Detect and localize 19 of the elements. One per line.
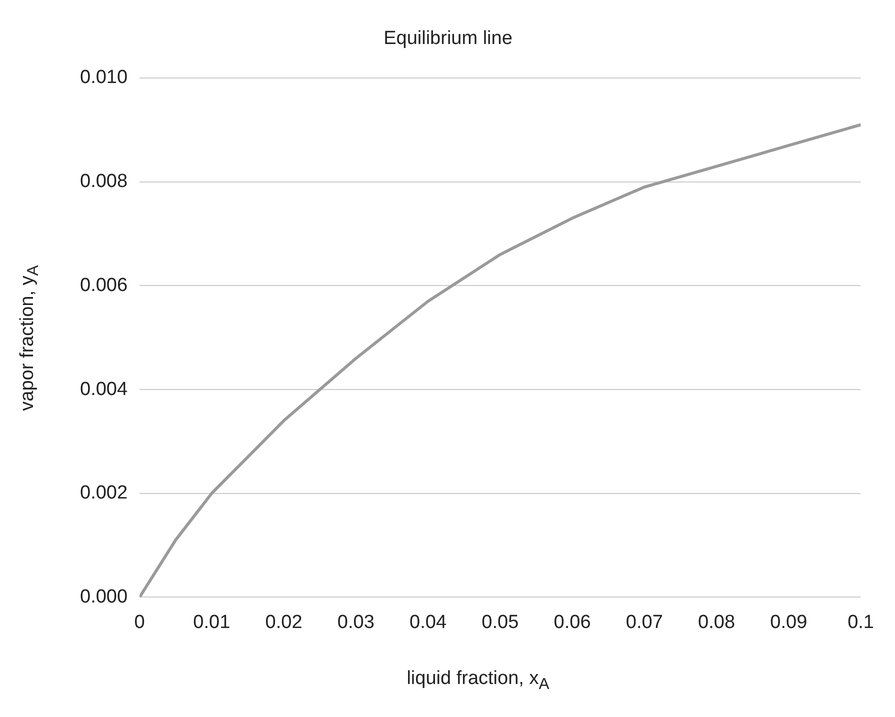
y-tick-label: 0.002 [80, 482, 128, 504]
y-tick-label: 0.004 [80, 378, 128, 400]
y-tick-label: 0.006 [80, 274, 128, 296]
x-axis-title: liquid fraction, x$_{A}$ [406, 668, 550, 694]
y-tick-label: 0.000 [80, 586, 128, 608]
chart-title: Equilibrium line [382, 28, 514, 50]
y-tick-label: 0.010 [80, 67, 128, 88]
x-tick-label: 0.07 [626, 612, 663, 633]
x-tick-label: 0 [134, 612, 145, 633]
x-tick-label: 0.06 [554, 612, 591, 633]
x-tick-label: 0.02 [265, 612, 302, 633]
x-tick-label: 0.05 [482, 612, 519, 633]
x-tick-label: 0.03 [337, 612, 374, 633]
x-tick-label: 0.1 [848, 612, 874, 633]
x-tick-label: 0.08 [698, 612, 736, 633]
x-tick-label: 0.04 [410, 612, 447, 633]
x-tick-label: 0.09 [770, 612, 808, 633]
x-tick-label: 0.01 [193, 612, 230, 633]
y-tick-label: 0.008 [80, 171, 128, 192]
